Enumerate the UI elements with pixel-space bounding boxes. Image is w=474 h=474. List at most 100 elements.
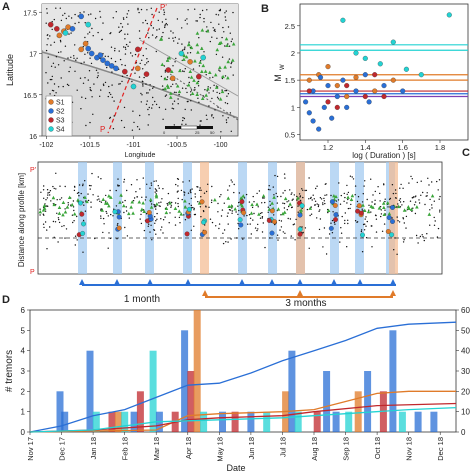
- panel-c-background-dot: [302, 232, 304, 234]
- legend-marker-s2: [48, 108, 54, 114]
- background-event-dot: [126, 13, 128, 15]
- background-event-dot: [190, 89, 193, 91]
- background-event-dot: [183, 70, 185, 73]
- panel-c-background-dot: [174, 216, 176, 218]
- background-event-dot: [107, 55, 109, 58]
- panel-c-background-dot: [155, 206, 157, 208]
- panel-c-background-dot: [227, 212, 229, 214]
- panel-c-background-dot: [339, 203, 342, 205]
- panel-c-background-dot: [116, 238, 118, 240]
- background-event-dot: [127, 10, 130, 12]
- scale-label-50: 50: [210, 130, 215, 135]
- panel-a-point-s4: [85, 21, 91, 28]
- panel-c-background-dot: [363, 185, 365, 187]
- background-event-dot: [112, 128, 115, 130]
- panel-c-background-dot: [365, 237, 368, 239]
- panel-c-green-triangle: [183, 205, 188, 209]
- background-event-dot: [206, 9, 208, 11]
- background-event-dot: [137, 7, 139, 10]
- background-event-dot: [57, 86, 60, 88]
- panel-c-background-dot: [325, 253, 328, 255]
- panel-c-green-triangle: [415, 205, 419, 209]
- background-event-dot: [145, 103, 148, 106]
- background-event-dot: [146, 58, 148, 60]
- background-event-dot: [157, 19, 159, 22]
- panel-c-background-dot: [191, 188, 193, 190]
- background-event-dot: [103, 84, 105, 87]
- panel-b-point-s3: [344, 83, 350, 89]
- panel-c-background-dot: [375, 231, 378, 233]
- panel-c-green-triangle: [382, 212, 387, 216]
- background-event-dot: [215, 53, 218, 56]
- panel-a-xticks: -102 -101.5 -101 -100.5 -100: [39, 136, 228, 149]
- panel-c-green-triangle: [149, 205, 154, 209]
- background-event-dot: [170, 30, 172, 32]
- panel-c-background-dot: [322, 203, 324, 206]
- panel-c-background-dot: [284, 177, 286, 179]
- panel-c-background-dot: [238, 228, 240, 230]
- panel-c-background-dot: [227, 189, 229, 191]
- panel-c-background-dot: [140, 213, 142, 216]
- panel-a-point-s2: [104, 60, 111, 67]
- panel-c-background-dot: [115, 189, 117, 192]
- panel-c-background-dot: [161, 198, 163, 200]
- panel-c-background-dot: [349, 207, 351, 210]
- panel-c-background-dot: [403, 201, 405, 203]
- panel-c-background-dot: [178, 216, 181, 219]
- panel-b-point-s3: [381, 93, 387, 100]
- panel-c-background-dot: [72, 200, 75, 202]
- panel-c-background-dot: [263, 197, 265, 199]
- background-event-dot: [74, 13, 76, 16]
- panel-c-background-dot: [439, 209, 441, 211]
- panel-c-background-dot: [154, 191, 156, 193]
- background-event-dot: [161, 85, 164, 87]
- panel-c-background-dot: [123, 211, 125, 214]
- panel-d-bar: [389, 330, 397, 432]
- panel-d-bar: [288, 350, 296, 432]
- panel-c-background-dot: [363, 229, 366, 231]
- panel-c-background-dot: [308, 177, 310, 179]
- background-event-dot: [49, 35, 51, 37]
- panel-c-background-dot: [350, 203, 352, 206]
- panel-c-green-triangle: [381, 201, 386, 205]
- panel-c-background-dot: [286, 201, 288, 203]
- background-event-dot: [63, 60, 65, 62]
- panel-c-background-dot: [396, 206, 398, 208]
- background-event-dot: [53, 18, 55, 21]
- panel-c-background-dot: [174, 224, 177, 226]
- panel-a-point-s2: [97, 52, 104, 58]
- panel-c-background-dot: [306, 208, 309, 211]
- panel-d-bar: [354, 391, 362, 432]
- green-triangle-event: [207, 70, 212, 75]
- panel-c-background-dot: [110, 213, 112, 216]
- panel-c-tremor-point: [237, 217, 243, 223]
- panel-b-point-s2: [325, 83, 331, 89]
- background-event-dot: [205, 114, 208, 117]
- background-event-dot: [149, 89, 151, 91]
- panel-c-background-dot: [102, 217, 105, 220]
- background-event-dot: [184, 46, 186, 48]
- background-event-dot: [158, 28, 160, 30]
- panel-c-background-dot: [117, 178, 119, 180]
- panel-c-background-dot: [154, 188, 157, 190]
- background-event-dot: [138, 128, 141, 130]
- panel-c-background-dot: [413, 204, 416, 206]
- panel-c-background-dot: [150, 203, 153, 205]
- panel-d-bar: [108, 411, 116, 432]
- panel-d-bar: [86, 350, 94, 432]
- panel-c-background-dot: [352, 178, 355, 180]
- panel-a-xtick-label: -100: [214, 142, 228, 149]
- panel-c-background-dot: [314, 200, 317, 202]
- panel-c-background-dot: [372, 194, 374, 196]
- background-event-dot: [83, 61, 85, 63]
- background-event-dot: [85, 124, 87, 127]
- background-event-dot: [54, 66, 56, 68]
- panel-c-background-dot: [83, 204, 85, 206]
- panel-c-green-triangle: [168, 201, 172, 205]
- background-event-dot: [59, 39, 62, 42]
- background-event-dot: [184, 48, 186, 50]
- panel-b-point-s2: [340, 77, 346, 83]
- background-event-dot: [140, 101, 142, 103]
- panel-b-ylabel-sub: W: [280, 64, 286, 70]
- panel-c-background-dot: [190, 191, 192, 194]
